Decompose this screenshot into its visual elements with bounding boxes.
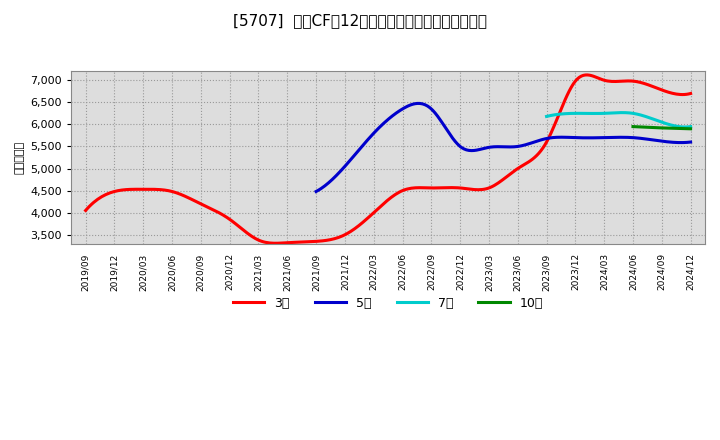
Legend: 3年, 5年, 7年, 10年: 3年, 5年, 7年, 10年 — [228, 292, 548, 315]
Y-axis label: （百万円）: （百万円） — [15, 141, 25, 174]
Text: [5707]  営業CFの12か月移動合計の標準偏差の推移: [5707] 営業CFの12か月移動合計の標準偏差の推移 — [233, 13, 487, 28]
